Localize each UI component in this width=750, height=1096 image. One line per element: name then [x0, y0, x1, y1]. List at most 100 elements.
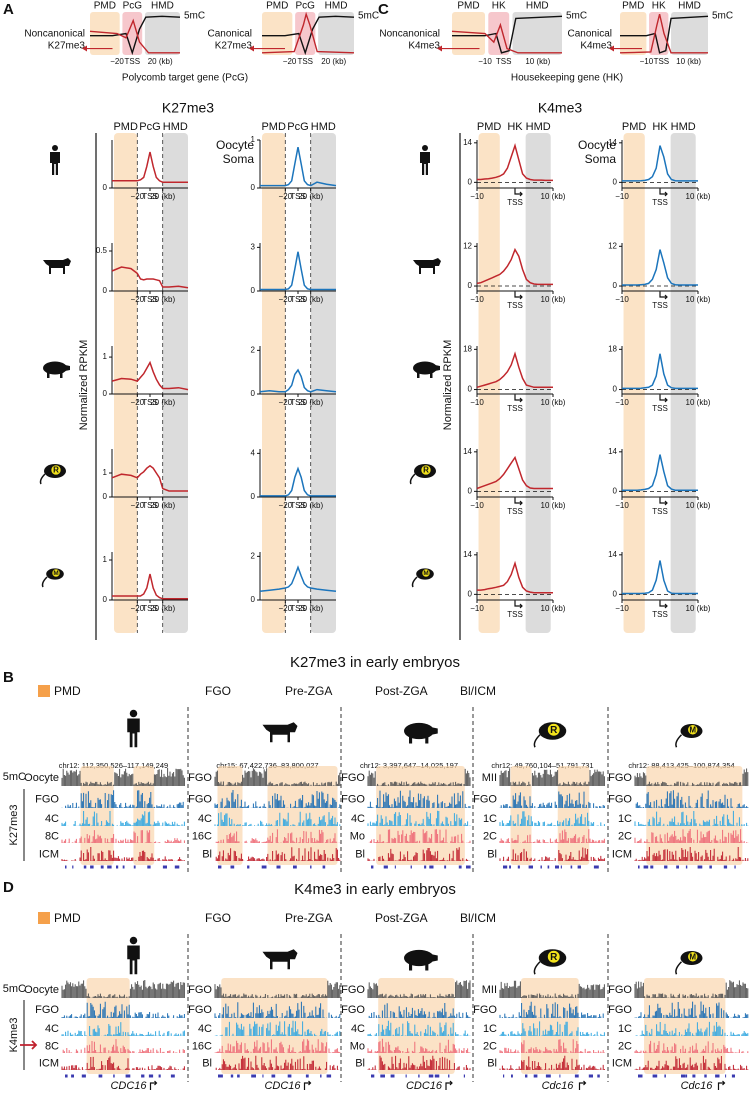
y-tick-label: 2 — [251, 551, 256, 560]
x-tick-label: 20 (kb) — [298, 604, 323, 613]
x-tick-label: 10 (kb) — [686, 192, 711, 201]
x-tick-label: −10 — [470, 604, 484, 613]
schematic-5mc-line — [262, 15, 355, 56]
profile-line — [259, 565, 337, 593]
y-tick-label: 0 — [103, 595, 108, 604]
schematic-x-label: 20 (kb) — [321, 57, 346, 66]
track-signal — [367, 790, 471, 808]
track-label: Mo — [350, 1040, 365, 1052]
track-signal — [499, 791, 605, 808]
region-header: PMD — [113, 121, 138, 133]
schematic-k-label: K27me3 — [48, 41, 86, 52]
x-tick-label: 10 (kb) — [686, 398, 711, 407]
track-signal — [499, 811, 605, 826]
icon-rodent — [533, 734, 541, 748]
x-tick-label: 20 (kb) — [150, 604, 175, 613]
x-tick-label: 20 (kb) — [150, 192, 175, 201]
track-label: 4C — [351, 1023, 365, 1035]
track-label: Bl — [202, 1057, 212, 1069]
track-label: FGO — [341, 1004, 365, 1016]
track-signal — [634, 810, 749, 826]
icon-badge — [547, 950, 561, 964]
schematic-region-label: PcG — [296, 1, 316, 12]
x-tick-label: −10 — [470, 295, 484, 304]
track-signal — [214, 980, 341, 998]
track-signal — [214, 768, 341, 786]
track-signal — [367, 810, 471, 826]
track-signal — [499, 1039, 605, 1053]
track-label: 16C — [192, 830, 212, 842]
icon-pig — [409, 954, 438, 971]
icon-badge — [687, 724, 699, 736]
region-header: HMD — [311, 121, 336, 133]
x-tick-label: −10 — [615, 295, 629, 304]
track-label: 1C — [483, 1023, 497, 1035]
x-tick-label: −20 — [131, 192, 145, 201]
track-label: FGO — [341, 772, 365, 784]
track-signal — [61, 830, 185, 843]
legend-label: Post-ZGA — [375, 911, 428, 925]
tss-arrow — [659, 292, 668, 300]
x-tick-label: 20 (kb) — [150, 295, 175, 304]
track-label: Bl — [487, 848, 497, 860]
x-tick-label: TSS — [507, 507, 523, 516]
icon-pig — [43, 361, 67, 375]
icon-rodent — [41, 576, 48, 588]
track-signal — [61, 847, 185, 861]
y-tick-label: 1 — [251, 135, 256, 144]
y-tick-label: 0 — [613, 589, 618, 598]
schematic-5mc-line — [90, 15, 181, 56]
y-tick-label: 14 — [608, 550, 617, 559]
profile-line — [112, 151, 188, 183]
schematic-x-label: TSS — [297, 57, 313, 66]
schematic-x-label: −10 — [640, 57, 654, 66]
track-signal — [635, 1021, 749, 1036]
icon-badge-letter: M — [689, 725, 696, 734]
x-tick-label: −10 — [470, 398, 484, 407]
hmd-shade — [670, 133, 696, 633]
track-label: FGO — [341, 793, 365, 805]
schematic-region-label: PMD — [457, 1, 479, 12]
track-signal — [61, 1056, 185, 1070]
x-tick-label: 10 (kb) — [686, 295, 711, 304]
track-label: Oocyte — [24, 772, 59, 784]
schematic-arrow — [437, 45, 442, 52]
region-header: HMD — [671, 121, 696, 133]
track-signal — [634, 1001, 749, 1018]
tss-arrow — [659, 498, 668, 506]
track-label: FGO — [473, 793, 497, 805]
profile-line — [260, 251, 336, 291]
icon-pig — [409, 727, 438, 744]
pmd-shade — [86, 978, 130, 1074]
genomic-coordinates: chr12: 88,413,425–100,874,354 — [628, 761, 734, 770]
schematic-region — [452, 12, 485, 55]
gene-label: Cdc16 — [542, 1080, 575, 1092]
legend-label: Post-ZGA — [375, 684, 428, 698]
track-label: Bl — [355, 848, 365, 860]
x-tick-label: 20 (kb) — [298, 501, 323, 510]
y-tick-label: 14 — [463, 447, 472, 456]
y-tick-label: 0 — [468, 177, 473, 186]
tss-arrow — [659, 601, 668, 609]
track-histone-label: K27me3 — [8, 805, 20, 846]
schematic-region — [90, 12, 120, 55]
track-signal — [499, 1021, 605, 1036]
y-tick-label: 0 — [251, 389, 256, 398]
schematic-k-line — [451, 22, 562, 54]
track-label: 4C — [198, 1023, 212, 1035]
pmd-shade — [644, 978, 726, 1074]
region-header: HK — [652, 121, 668, 133]
x-tick-label: 20 (kb) — [298, 398, 323, 407]
schematic-x-label: −10 — [478, 57, 492, 66]
profile-line — [476, 247, 553, 286]
icon-badge-letter: R — [423, 466, 429, 475]
track-label: 1C — [483, 813, 497, 825]
track-signal — [368, 1003, 471, 1018]
x-tick-label: TSS — [290, 192, 306, 201]
panel-title: K4me3 — [538, 100, 583, 116]
tss-arrow — [514, 189, 523, 197]
schematic-arrow — [82, 45, 87, 52]
track-label: Bl — [487, 1057, 497, 1069]
hmd-shade — [310, 133, 336, 633]
